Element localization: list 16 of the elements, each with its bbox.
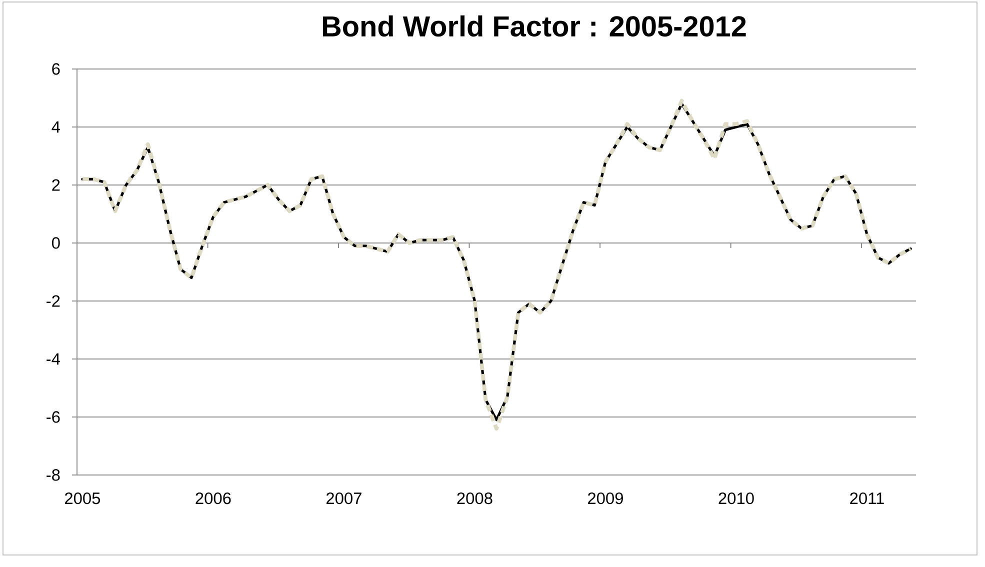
y-tick-label: 4 xyxy=(52,121,60,133)
y-tick-label: 2 xyxy=(52,179,60,191)
chart-title: Bond World Factor : 2005-2012 xyxy=(322,15,746,37)
x-tick-label: 2010 xyxy=(718,492,754,504)
x-tick-label: 2011 xyxy=(850,492,884,504)
y-tick-label: -4 xyxy=(46,353,60,365)
x-tick-label: 2007 xyxy=(326,492,362,504)
x-tick-label: 2005 xyxy=(65,492,100,504)
x-tick-label: 2006 xyxy=(196,492,231,504)
x-tick-label: 2008 xyxy=(457,492,492,504)
y-tick-label: 0 xyxy=(52,237,60,249)
y-tick-label: -2 xyxy=(46,295,60,307)
y-tick-label: 6 xyxy=(52,63,60,75)
y-tick-label: -6 xyxy=(46,411,60,423)
y-tick-label: -8 xyxy=(46,469,60,481)
x-tick-label: 2009 xyxy=(588,492,623,504)
